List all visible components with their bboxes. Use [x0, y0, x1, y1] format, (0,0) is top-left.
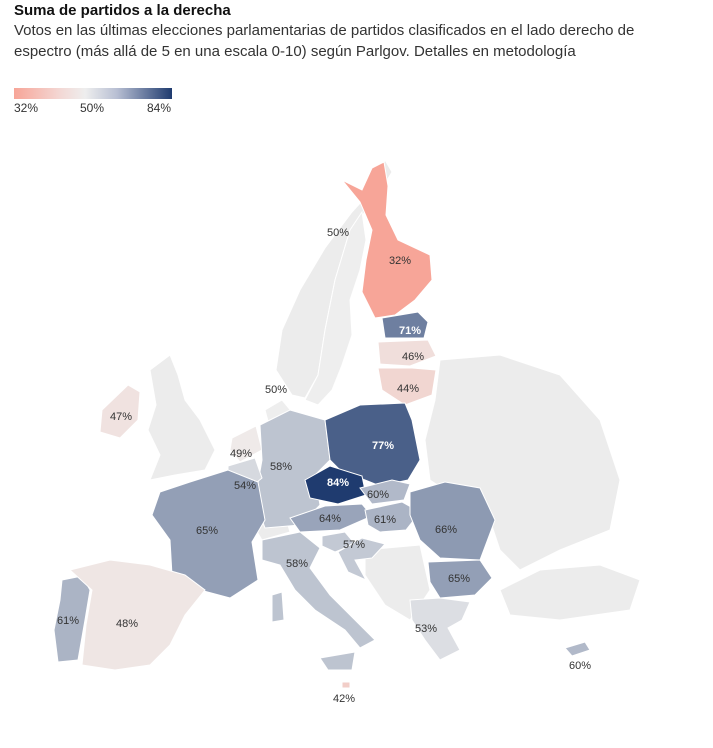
- label-hungary: 61%: [374, 514, 396, 526]
- label-belgium: 54%: [234, 480, 256, 492]
- country-italy[interactable]: [261, 531, 376, 649]
- value-labels: 32% 50% 50% 71% 46% 44% 47% 49% 58% 77% …: [57, 227, 591, 705]
- country-bulgaria[interactable]: [427, 559, 493, 599]
- country-cyprus[interactable]: [564, 641, 591, 657]
- country-netherlands[interactable]: [229, 425, 263, 463]
- country-hungary[interactable]: [364, 501, 421, 533]
- country-romania[interactable]: [409, 481, 496, 561]
- uk-shape: [147, 354, 216, 481]
- label-france: 65%: [196, 525, 218, 537]
- label-sweden: 50%: [327, 227, 349, 239]
- country-malta[interactable]: [341, 681, 351, 689]
- label-croatia: 57%: [343, 539, 365, 551]
- label-austria: 64%: [319, 513, 341, 525]
- map-subtitle: Votos en las últimas elecciones parlamen…: [14, 22, 635, 60]
- label-finland: 32%: [389, 255, 411, 267]
- label-romania: 66%: [435, 524, 457, 536]
- label-lithuania: 44%: [397, 383, 419, 395]
- country-sardinia[interactable]: [271, 591, 285, 623]
- label-bulgaria: 65%: [448, 573, 470, 585]
- label-germany: 58%: [270, 461, 292, 473]
- country-latvia[interactable]: [377, 339, 437, 367]
- country-ireland[interactable]: [99, 384, 141, 439]
- legend-min-label: 32%: [14, 101, 39, 115]
- country-poland[interactable]: [324, 402, 421, 487]
- turkey-shape: [499, 564, 641, 621]
- country-sweden[interactable]: [304, 210, 367, 406]
- country-france[interactable]: [151, 469, 266, 599]
- label-czechia: 84%: [327, 477, 349, 489]
- country-estonia[interactable]: [381, 311, 429, 339]
- country-spain[interactable]: [68, 559, 206, 671]
- legend-gradient-bar: [14, 88, 172, 99]
- label-ireland: 47%: [110, 411, 132, 423]
- map-title: Suma de partidos a la derecha: [14, 2, 231, 19]
- label-estonia: 71%: [399, 325, 421, 337]
- label-cyprus: 60%: [569, 660, 591, 672]
- color-legend: 32% 50% 84%: [14, 88, 174, 115]
- label-poland: 77%: [372, 440, 394, 452]
- label-denmark: 50%: [265, 384, 287, 396]
- country-lithuania[interactable]: [377, 367, 437, 406]
- legend-max-label: 84%: [147, 101, 172, 115]
- country-greece[interactable]: [409, 597, 471, 661]
- country-finland[interactable]: [341, 161, 433, 319]
- label-spain: 48%: [116, 618, 138, 630]
- label-portugal: 61%: [57, 615, 79, 627]
- europe-map: 32% 50% 50% 71% 46% 44% 47% 49% 58% 77% …: [53, 158, 641, 705]
- eastern-europe-shape: [424, 354, 621, 571]
- label-malta: 42%: [333, 693, 355, 705]
- country-slovakia[interactable]: [359, 479, 411, 505]
- country-croatia[interactable]: [337, 537, 386, 582]
- label-greece: 53%: [415, 623, 437, 635]
- label-latvia: 46%: [402, 351, 424, 363]
- country-sicily[interactable]: [319, 651, 356, 671]
- label-italy: 58%: [286, 558, 308, 570]
- legend-mid-label: 50%: [80, 101, 105, 115]
- label-netherlands: 49%: [230, 448, 252, 460]
- label-slovakia: 60%: [367, 489, 389, 501]
